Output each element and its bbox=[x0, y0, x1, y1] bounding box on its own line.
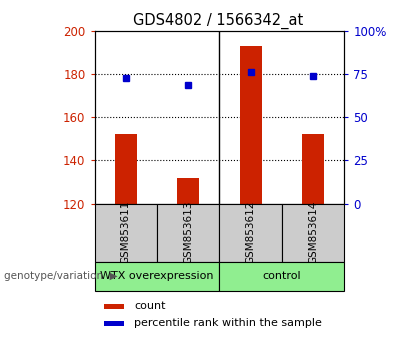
Bar bbox=[94, 204, 157, 262]
Text: GSM853612: GSM853612 bbox=[246, 201, 256, 264]
Text: GSM853614: GSM853614 bbox=[308, 201, 318, 264]
Bar bbox=[94, 262, 220, 291]
Bar bbox=[240, 46, 262, 204]
Text: count: count bbox=[134, 301, 166, 311]
Bar bbox=[115, 135, 136, 204]
Bar bbox=[105, 321, 124, 326]
Text: control: control bbox=[262, 272, 301, 281]
Text: GDS4802 / 1566342_at: GDS4802 / 1566342_at bbox=[133, 12, 304, 29]
Bar bbox=[105, 304, 124, 309]
Bar bbox=[157, 204, 220, 262]
Text: WTX overexpression: WTX overexpression bbox=[100, 272, 214, 281]
Bar bbox=[220, 262, 344, 291]
Bar bbox=[220, 204, 282, 262]
Bar bbox=[302, 135, 324, 204]
Text: genotype/variation  ▶: genotype/variation ▶ bbox=[4, 272, 118, 281]
Text: GSM853613: GSM853613 bbox=[183, 201, 193, 264]
Bar bbox=[282, 204, 344, 262]
Bar bbox=[177, 178, 199, 204]
Text: percentile rank within the sample: percentile rank within the sample bbox=[134, 318, 323, 328]
Text: GSM853611: GSM853611 bbox=[121, 201, 131, 264]
